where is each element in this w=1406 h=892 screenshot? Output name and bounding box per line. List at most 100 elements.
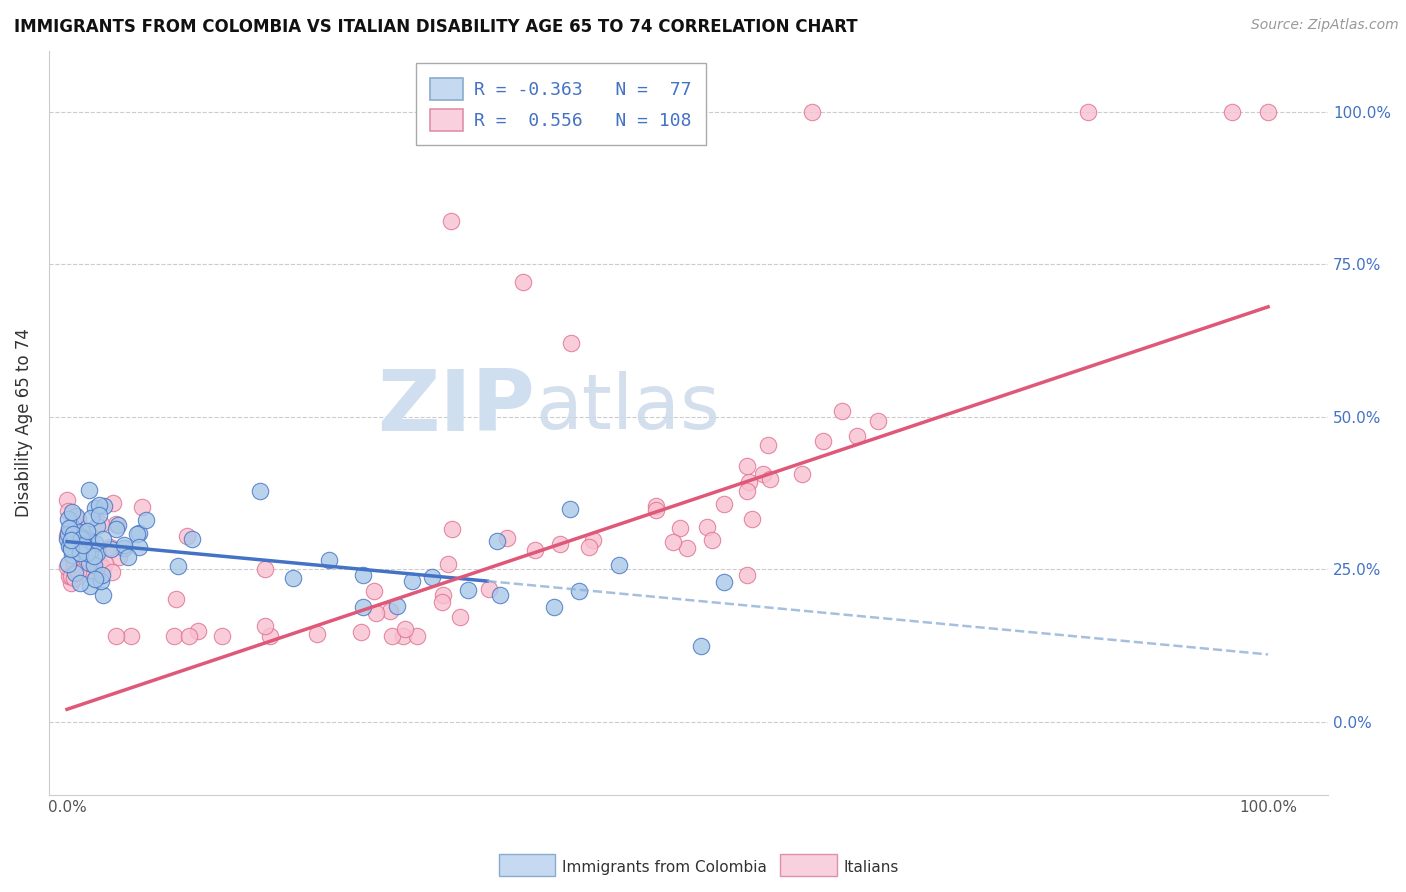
- Point: [63, 571, 86, 585]
- Point: [352, 599, 374, 614]
- Point: [668, 520, 690, 534]
- Point: [79, 545, 101, 559]
- Text: ZIP: ZIP: [377, 367, 536, 450]
- Text: Source: ZipAtlas.com: Source: ZipAtlas.com: [1251, 18, 1399, 32]
- Point: [165, 591, 187, 606]
- Point: [101, 565, 124, 579]
- Point: [69, 541, 91, 556]
- Point: [70, 562, 93, 576]
- Point: [578, 541, 600, 555]
- Point: [56, 526, 79, 541]
- Point: [65, 509, 87, 524]
- Point: [60, 576, 83, 591]
- Point: [868, 414, 890, 428]
- Point: [104, 629, 127, 643]
- Point: [582, 533, 605, 547]
- Point: [104, 516, 127, 531]
- Point: [86, 546, 108, 560]
- Point: [436, 557, 458, 571]
- Point: [187, 624, 209, 639]
- Point: [166, 558, 188, 573]
- Point: [177, 629, 200, 643]
- Point: [91, 588, 114, 602]
- Point: [381, 629, 404, 643]
- Point: [486, 533, 509, 548]
- Point: [60, 518, 83, 533]
- Point: [70, 530, 93, 544]
- Point: [83, 549, 105, 563]
- Point: [91, 560, 114, 574]
- Point: [112, 541, 135, 556]
- Point: [568, 584, 591, 599]
- Point: [63, 542, 86, 557]
- Point: [259, 629, 281, 643]
- Point: [60, 541, 83, 556]
- Point: [70, 537, 93, 551]
- Point: [181, 532, 204, 546]
- Point: [609, 558, 631, 572]
- Point: [79, 483, 101, 497]
- Legend: R = -0.363   N =  77, R =  0.556   N = 108: R = -0.363 N = 77, R = 0.556 N = 108: [416, 63, 706, 145]
- Point: [75, 545, 97, 559]
- Point: [131, 500, 153, 514]
- Point: [831, 404, 853, 418]
- Point: [62, 527, 84, 541]
- Text: Immigrants from Colombia: Immigrants from Colombia: [562, 860, 768, 874]
- Point: [163, 629, 186, 643]
- Point: [117, 550, 139, 565]
- Point: [63, 566, 86, 581]
- Point: [72, 532, 94, 546]
- Point: [661, 535, 683, 549]
- Point: [72, 538, 94, 552]
- Point: [76, 554, 98, 568]
- Point: [69, 532, 91, 546]
- Point: [440, 522, 463, 536]
- Point: [550, 537, 572, 551]
- Point: [93, 499, 115, 513]
- Point: [69, 526, 91, 541]
- Point: [366, 606, 388, 620]
- Point: [496, 531, 519, 545]
- Text: IMMIGRANTS FROM COLOMBIA VS ITALIAN DISABILITY AGE 65 TO 74 CORRELATION CHART: IMMIGRANTS FROM COLOMBIA VS ITALIAN DISA…: [14, 18, 858, 36]
- Point: [56, 557, 79, 571]
- Point: [392, 629, 415, 643]
- Point: [101, 496, 124, 510]
- Point: [62, 516, 84, 530]
- Point: [90, 574, 112, 588]
- Point: [56, 532, 79, 546]
- Point: [363, 583, 385, 598]
- Point: [58, 521, 80, 535]
- Point: [90, 558, 112, 573]
- Point: [524, 542, 547, 557]
- Point: [100, 542, 122, 557]
- Point: [449, 610, 471, 624]
- Point: [800, 104, 823, 119]
- Point: [60, 505, 83, 519]
- Point: [738, 475, 761, 489]
- Point: [406, 629, 429, 643]
- Point: [420, 569, 443, 583]
- Point: [58, 539, 80, 553]
- Point: [67, 529, 90, 543]
- Point: [76, 546, 98, 560]
- Point: [86, 519, 108, 533]
- Point: [811, 434, 834, 449]
- Point: [489, 588, 512, 602]
- Point: [713, 574, 735, 589]
- Point: [69, 546, 91, 560]
- Point: [107, 517, 129, 532]
- Point: [135, 513, 157, 527]
- Point: [702, 533, 724, 548]
- Point: [120, 629, 142, 643]
- Point: [80, 511, 103, 525]
- Point: [112, 538, 135, 552]
- Point: [65, 563, 87, 577]
- Point: [430, 595, 453, 609]
- Point: [128, 540, 150, 554]
- Point: [1077, 104, 1099, 119]
- Point: [1257, 104, 1279, 119]
- Point: [60, 549, 83, 563]
- Point: [432, 589, 454, 603]
- Point: [67, 565, 90, 579]
- Point: [87, 566, 110, 580]
